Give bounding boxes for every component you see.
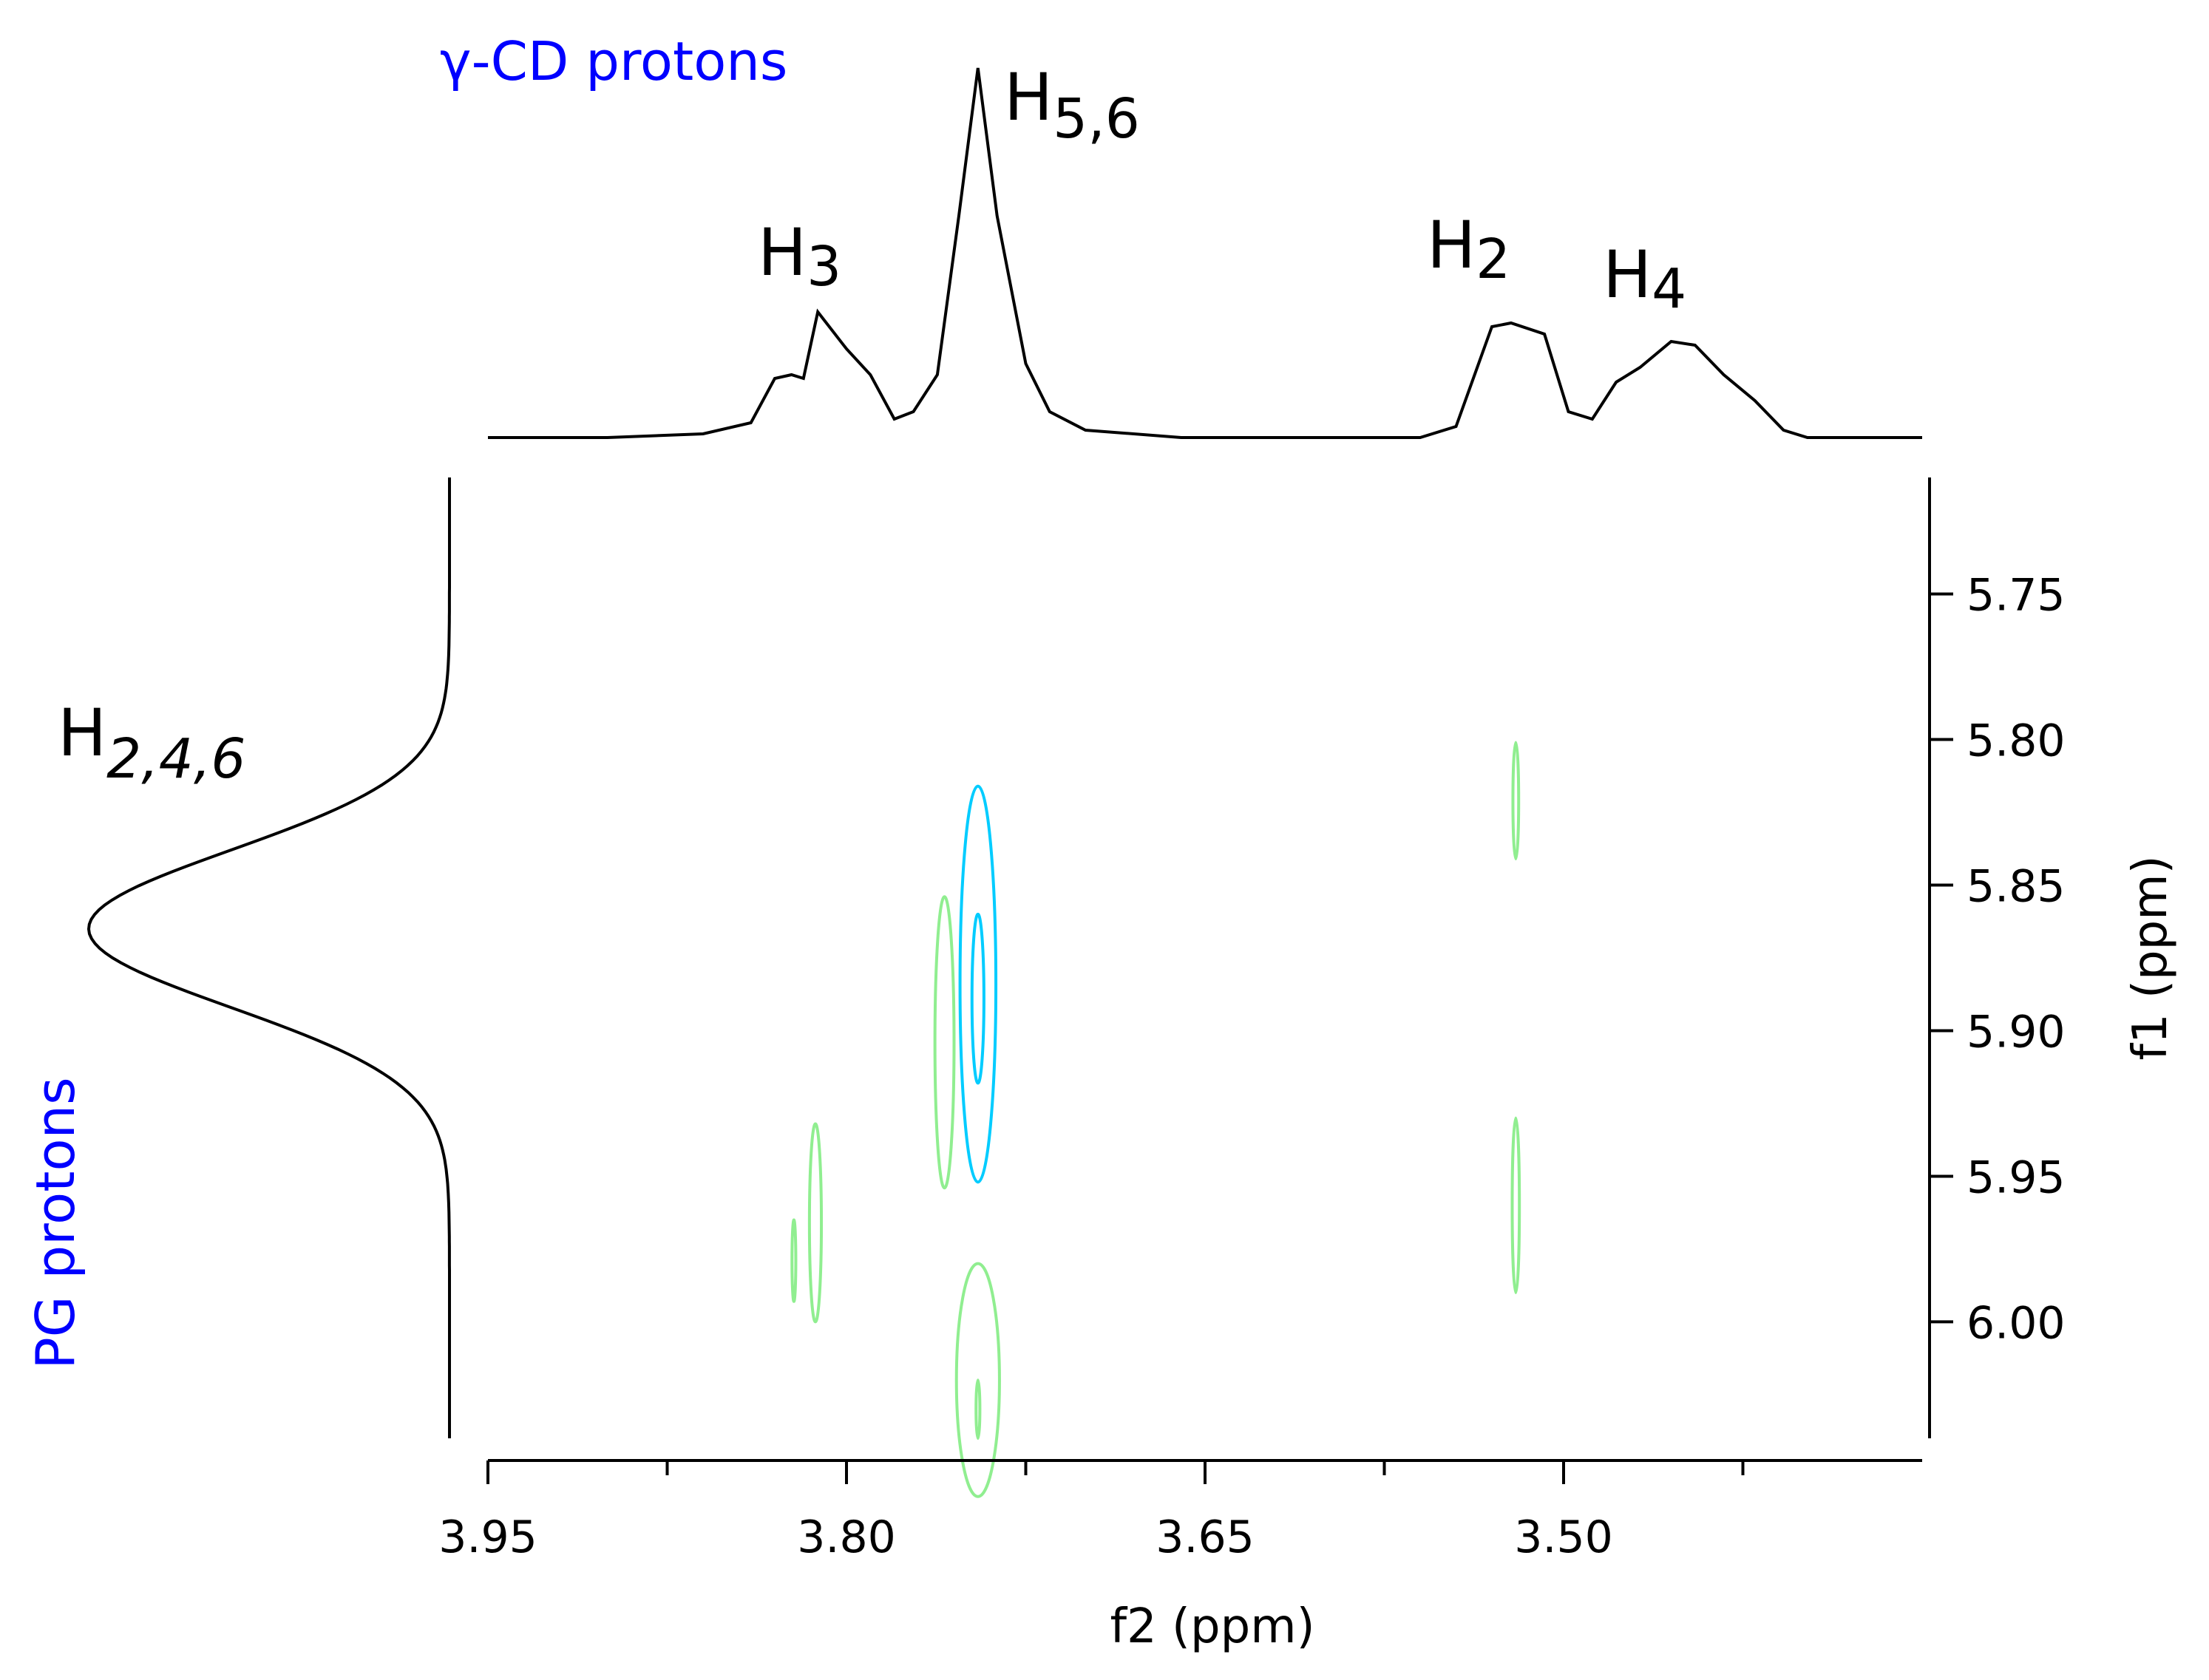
contour-1 (970, 912, 985, 1085)
contour-6 (790, 1218, 798, 1303)
peak-label-h4: H4 (1603, 237, 1686, 321)
contour-5 (807, 1122, 824, 1324)
x-tick-label-1: 3.80 (797, 1511, 896, 1563)
peak-label-h3-sub: 3 (807, 235, 841, 299)
y-tick-label-4: 5.95 (1967, 1152, 2066, 1203)
gamma-cd-protons-label: γ-CD protons (440, 30, 787, 92)
x-tick-label-3: 3.50 (1514, 1511, 1613, 1563)
peak-label-h56-main: H (1004, 59, 1053, 135)
x-tick-label-0: 3.95 (438, 1511, 537, 1563)
peak-label-h56: H5,6 (1004, 59, 1140, 151)
contour-layer (790, 741, 1521, 1498)
pg-protons-label: PG protons (24, 1077, 86, 1369)
contour-7 (954, 1262, 1001, 1498)
y-ticks: 5.75 5.80 5.85 5.90 5.95 6.00 (1930, 570, 2066, 1349)
contour-0 (958, 784, 998, 1184)
peak-label-h2: H2 (1427, 207, 1510, 291)
y-tick-label-1: 5.80 (1967, 715, 2066, 767)
peak-label-h4-main: H (1603, 237, 1652, 313)
peak-label-h4-sub: 4 (1652, 257, 1686, 321)
peak-label-h2-main: H (1427, 207, 1476, 283)
contour-4 (1510, 1116, 1521, 1295)
x-ticks: 3.95 3.80 3.65 3.50 (438, 1460, 1745, 1563)
x-tick-label-2: 3.65 (1156, 1511, 1255, 1563)
peak-label-h3: H3 (758, 214, 841, 299)
peak-label-h246-main: H (58, 695, 106, 771)
peak-label-h3-main: H (758, 214, 807, 290)
peak-label-h246: H2,4,6 (58, 695, 245, 791)
left-projection-trace (86, 477, 451, 1438)
y-tick-label-5: 6.00 (1967, 1297, 2066, 1349)
peak-label-h246-sub: 2,4,6 (106, 727, 245, 791)
contour-3 (1511, 741, 1521, 861)
x-axis-title: f2 (ppm) (1110, 1599, 1314, 1654)
y-axis-title: f1 (ppm) (2123, 855, 2178, 1060)
peak-label-h56-sub: 5,6 (1053, 87, 1140, 151)
contour-2 (933, 895, 956, 1190)
peak-label-h2-sub: 2 (1476, 228, 1510, 291)
y-tick-label-3: 5.90 (1967, 1006, 2066, 1058)
top-projection-trace (488, 67, 1922, 439)
y-tick-label-0: 5.75 (1967, 570, 2066, 622)
y-tick-label-2: 5.85 (1967, 861, 2066, 913)
contour-8 (974, 1378, 982, 1441)
